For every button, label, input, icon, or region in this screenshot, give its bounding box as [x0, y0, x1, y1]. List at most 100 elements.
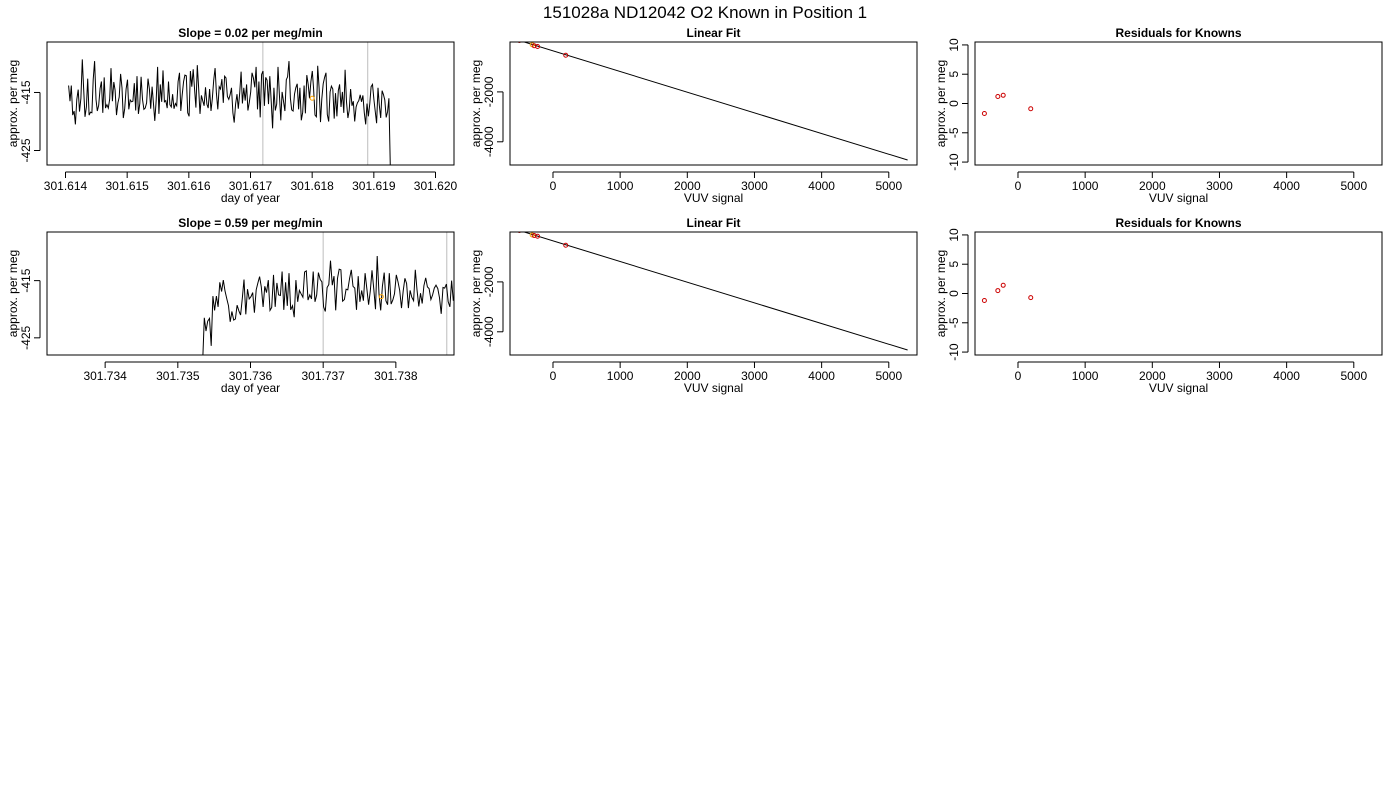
- x-tick-label: 301.737: [301, 369, 345, 383]
- chart-title: Slope = 0.02 per meg/min: [178, 26, 322, 40]
- x-tick-label: 1000: [1072, 369, 1099, 383]
- series-line: [68, 59, 391, 165]
- x-axis: 0 1000 2000 3000 4000 5000: [1015, 171, 1367, 193]
- x-axis: 301.734 301.735 301.736 301.737 301.738: [83, 361, 418, 383]
- plot-frame: [46, 231, 455, 356]
- plot-area: [68, 42, 391, 165]
- x-tick-label: 0: [550, 179, 557, 193]
- y-tick-label: -2000: [482, 76, 496, 107]
- data-point: [995, 288, 1001, 294]
- y-tick-label: 0: [947, 290, 961, 297]
- data-point: [1028, 295, 1034, 301]
- x-axis-label: VUV signal: [684, 191, 743, 205]
- data-point: [981, 110, 987, 116]
- data-point: [1000, 282, 1006, 288]
- x-tick-label: 3000: [741, 179, 768, 193]
- data-point: [1028, 106, 1034, 112]
- data-point: [529, 232, 535, 238]
- y-axis: -415 -425: [19, 268, 41, 350]
- chart-title: Slope = 0.59 per meg/min: [178, 216, 322, 230]
- x-tick-label: 301.735: [156, 369, 200, 383]
- y-tick-label: -2000: [482, 266, 496, 297]
- y-axis-label: approx. per meg: [6, 250, 20, 337]
- x-tick-label: 301.734: [83, 369, 127, 383]
- plot-frame: [46, 41, 455, 166]
- x-tick-label: 301.620: [414, 179, 458, 193]
- series-line: [202, 255, 454, 355]
- x-tick-label: 301.619: [352, 179, 396, 193]
- x-tick-label: 5000: [875, 179, 902, 193]
- data-point: [995, 93, 1001, 99]
- plot-area: [517, 232, 908, 351]
- y-axis-label: approx. per meg: [469, 250, 483, 337]
- y-axis: -10 -5 0 5 10: [947, 38, 969, 171]
- x-tick-label: 5000: [1340, 369, 1367, 383]
- fit-line: [522, 232, 908, 351]
- x-tick-label: 1000: [607, 369, 634, 383]
- x-tick-label: 2000: [1139, 369, 1166, 383]
- y-axis: -415 -425: [19, 80, 41, 163]
- data-point: [1000, 92, 1006, 98]
- data-point: [535, 43, 541, 49]
- y-tick-label: -5: [947, 127, 961, 138]
- y-tick-label: -10: [947, 343, 961, 361]
- chart-title: Linear Fit: [686, 26, 740, 40]
- data-point: [517, 232, 522, 234]
- page-title: 151028a ND12042 O2 Known in Position 1: [543, 3, 867, 22]
- data-point: [531, 232, 537, 238]
- x-axis: 0 1000 2000 3000 4000 5000: [550, 171, 902, 193]
- y-axis-label: approx. per meg: [934, 60, 948, 147]
- x-tick-label: 1000: [607, 179, 634, 193]
- plot-area: [981, 92, 1034, 116]
- x-tick-label: 0: [550, 369, 557, 383]
- data-point: [517, 42, 522, 44]
- x-tick-label: 5000: [875, 369, 902, 383]
- y-tick-label: 5: [947, 261, 961, 268]
- x-axis-label: day of year: [221, 381, 280, 395]
- data-point: [535, 233, 541, 239]
- x-axis-label: VUV signal: [1149, 381, 1208, 395]
- y-tick-label: -10: [947, 153, 961, 171]
- chart-panel-6: Residuals for Knowns 0 1000 2000 3000 4000 500…: [934, 216, 1383, 395]
- x-axis-label: VUV signal: [684, 381, 743, 395]
- y-tick-label: -4000: [482, 316, 496, 347]
- plot-frame: [509, 41, 918, 166]
- x-tick-label: 2000: [674, 179, 701, 193]
- data-point: [563, 242, 569, 248]
- chart-panel-4: Slope = 0.59 per meg/min 301.734 301.735 30…: [6, 216, 455, 395]
- y-tick-label: 10: [947, 228, 961, 242]
- x-tick-label: 3000: [1206, 369, 1233, 383]
- x-tick-label: 2000: [674, 369, 701, 383]
- x-tick-label: 4000: [808, 369, 835, 383]
- y-axis-label: approx. per meg: [934, 250, 948, 337]
- plot-area: [517, 42, 908, 161]
- plot-area: [202, 232, 454, 355]
- y-axis: -2000 -4000: [482, 266, 504, 347]
- chart-title: Residuals for Knowns: [1115, 216, 1241, 230]
- y-axis-label: approx. per meg: [6, 60, 20, 147]
- x-tick-label: 301.617: [229, 179, 273, 193]
- fit-line: [522, 42, 908, 161]
- chart-title: Residuals for Knowns: [1115, 26, 1241, 40]
- chart-title: Linear Fit: [686, 216, 740, 230]
- x-axis-label: VUV signal: [1149, 191, 1208, 205]
- y-tick-label: -5: [947, 317, 961, 328]
- data-point: [531, 43, 537, 49]
- x-tick-label: 5000: [1340, 179, 1367, 193]
- y-tick-label: -4000: [482, 126, 496, 157]
- plot-frame: [974, 231, 1383, 356]
- x-tick-label: 2000: [1139, 179, 1166, 193]
- x-axis-label: day of year: [221, 191, 280, 205]
- x-tick-label: 301.616: [167, 179, 211, 193]
- x-axis: 0 1000 2000 3000 4000 5000: [1015, 361, 1367, 383]
- y-tick-label: -415: [19, 80, 33, 104]
- y-tick-label: -415: [19, 268, 33, 292]
- y-tick-label: 0: [947, 100, 961, 107]
- y-tick-label: -425: [19, 138, 33, 162]
- x-tick-label: 4000: [1273, 369, 1300, 383]
- highlight-point: [378, 294, 384, 300]
- highlight-point: [309, 95, 315, 101]
- x-tick-label: 4000: [808, 179, 835, 193]
